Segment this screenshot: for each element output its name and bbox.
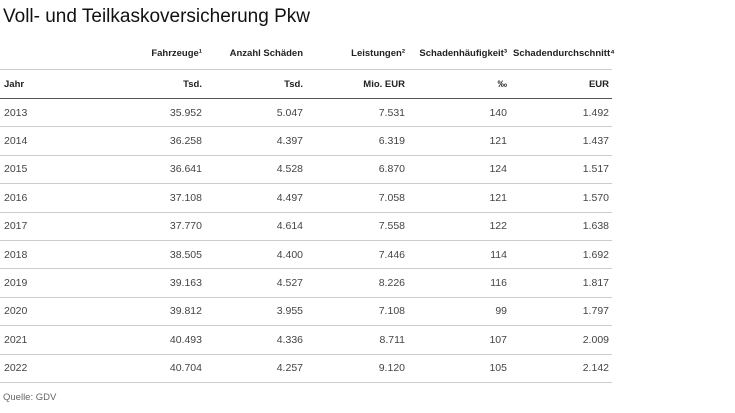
year-cell: 2013 [0,98,100,128]
column-unit: Tsd. [100,69,205,99]
value-cell: 40.704 [100,354,205,383]
year-cell: 2017 [0,212,100,241]
table-row: 2022 40.704 4.257 9.120 105 2.142 [0,354,612,383]
table-row: 2018 38.505 4.400 7.446 114 1.692 [0,240,612,270]
value-cell: 7.558 [306,212,408,241]
value-cell: 2.142 [510,354,612,383]
value-cell: 37.108 [100,183,205,213]
value-cell: 7.446 [306,240,408,270]
value-cell: 36.258 [100,126,205,156]
source: Quelle: GDV [3,392,57,403]
value-cell: 1.692 [510,240,612,270]
value-cell: 1.492 [510,98,612,128]
value-cell: 1.638 [510,212,612,241]
column-name: Leistungen² [306,38,408,70]
column-unit: EUR [510,69,612,99]
value-cell: 4.527 [205,268,306,298]
value-cell: 4.257 [205,354,306,383]
title: Voll- und Teilkaskoversicherung Pkw [3,6,310,27]
value-cell: 7.108 [306,297,408,327]
column-name: Schadenhäufigkeit³ [408,38,510,70]
value-cell: 4.614 [205,212,306,241]
table-row: 2016 37.108 4.497 7.058 121 1.570 [0,183,612,213]
value-cell: 121 [408,183,510,213]
column-name: Fahrzeuge¹ [100,38,205,70]
value-cell: 6.870 [306,155,408,185]
year-cell: 2014 [0,126,100,156]
table-row: 2019 39.163 4.527 8.226 116 1.817 [0,268,612,298]
value-cell: 1.570 [510,183,612,213]
value-cell: 8.711 [306,325,408,355]
value-cell: 140 [408,98,510,128]
column-unit: Mio. EUR [306,69,408,99]
table-body: 2013 35.952 5.047 7.531 140 1.492 2014 36.258 4.… [0,98,612,383]
table-head: Fahrzeuge¹ Anzahl Schäden Leistungen² Schad… [0,38,615,99]
value-cell: 36.641 [100,155,205,185]
value-cell: 37.770 [100,212,205,241]
year-cell: 2021 [0,325,100,355]
value-cell: 4.528 [205,155,306,185]
value-cell: 5.047 [205,98,306,128]
value-cell: 1.437 [510,126,612,156]
column-unit: Tsd. [205,69,306,99]
year-cell: 2018 [0,240,100,270]
value-cell: 35.952 [100,98,205,128]
year-cell: 2022 [0,354,100,383]
value-cell: 39.163 [100,268,205,298]
year-cell: 2019 [0,268,100,298]
header-cell [0,38,100,70]
column-unit: Jahr [0,69,100,99]
value-cell: 1.517 [510,155,612,185]
column-name: Schadendurchschnitt⁴ [510,38,615,70]
value-cell: 107 [408,325,510,355]
value-cell: 4.400 [205,240,306,270]
data-table: Fahrzeuge¹ Anzahl Schäden Leistungen² Schad… [0,38,615,383]
value-cell: 2.009 [510,325,612,355]
value-cell: 9.120 [306,354,408,383]
value-cell: 6.319 [306,126,408,156]
value-cell: 114 [408,240,510,270]
value-cell: 40.493 [100,325,205,355]
value-cell: 1.817 [510,268,612,298]
value-cell: 38.505 [100,240,205,270]
value-cell: 7.531 [306,98,408,128]
value-cell: 3.955 [205,297,306,327]
value-cell: 7.058 [306,183,408,213]
column-unit: ‰ [408,69,510,99]
year-cell: 2016 [0,183,100,213]
value-cell: 121 [408,126,510,156]
value-cell: 4.336 [205,325,306,355]
value-cell: 4.497 [205,183,306,213]
column-names: Fahrzeuge¹ Anzahl Schäden Leistungen² Schad… [0,38,615,70]
value-cell: 105 [408,354,510,383]
year-cell: 2020 [0,297,100,327]
value-cell: 1.797 [510,297,612,327]
value-cell: 122 [408,212,510,241]
table-row: 2017 37.770 4.614 7.558 122 1.638 [0,212,612,241]
value-cell: 8.226 [306,268,408,298]
table-row: 2015 36.641 4.528 6.870 124 1.517 [0,155,612,185]
value-cell: 99 [408,297,510,327]
value-cell: 39.812 [100,297,205,327]
table-row: 2020 39.812 3.955 7.108 99 1.797 [0,297,612,327]
value-cell: 124 [408,155,510,185]
column-units: Jahr Tsd. Tsd. Mio. EUR ‰ EUR [0,69,612,99]
table-row: 2013 35.952 5.047 7.531 140 1.492 [0,98,612,128]
column-name: Anzahl Schäden [205,38,306,70]
table-row: 2021 40.493 4.336 8.711 107 2.009 [0,325,612,355]
value-cell: 4.397 [205,126,306,156]
value-cell: 116 [408,268,510,298]
year-cell: 2015 [0,155,100,185]
table-row: 2014 36.258 4.397 6.319 121 1.437 [0,126,612,156]
